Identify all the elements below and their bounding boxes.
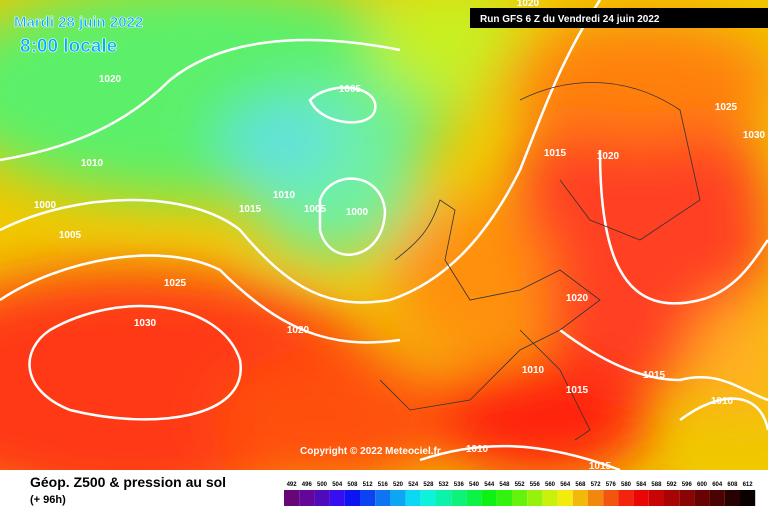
isobar-label: 1000 xyxy=(34,200,57,211)
legend-label: 580 xyxy=(621,482,632,488)
time: 8:00 locale xyxy=(20,36,117,57)
legend-label: 504 xyxy=(332,482,343,488)
legend-swatch xyxy=(375,490,391,506)
legend-label: 492 xyxy=(287,482,298,488)
isobar-label: 1010 xyxy=(81,158,104,169)
isobar-label: 1005 xyxy=(304,204,327,215)
isobars xyxy=(0,0,768,470)
legend-label: 552 xyxy=(515,482,526,488)
legend-swatch xyxy=(664,490,680,506)
legend-swatch xyxy=(284,490,300,506)
legend-label: 572 xyxy=(591,482,602,488)
legend-swatch xyxy=(709,490,725,506)
legend-swatch xyxy=(633,490,649,506)
legend-swatch xyxy=(648,490,664,506)
legend-label: 584 xyxy=(636,482,647,488)
isobar-label: 1010 xyxy=(273,190,296,201)
isobar-label: 1025 xyxy=(715,102,738,113)
legend-label: 520 xyxy=(393,482,404,488)
legend-label: 596 xyxy=(682,482,693,488)
legend-swatch xyxy=(618,490,634,506)
date: Mardi 28 juin 2022 xyxy=(14,14,143,31)
legend-swatch xyxy=(436,490,452,506)
legend-swatch xyxy=(694,490,710,506)
isobar-label: 1010 xyxy=(466,444,489,455)
legend-swatch xyxy=(405,490,421,506)
legend-swatch xyxy=(496,490,512,506)
isobar-label: 1030 xyxy=(743,130,766,141)
legend-label: 496 xyxy=(302,482,313,488)
isobar-label: 1030 xyxy=(134,318,157,329)
legend-swatch xyxy=(451,490,467,506)
legend-label: 540 xyxy=(469,482,480,488)
legend-swatch xyxy=(299,490,315,506)
legend-label: 548 xyxy=(499,482,510,488)
legend-label: 516 xyxy=(378,482,389,488)
isobar-label: 1015 xyxy=(643,370,666,381)
run-info: Run GFS 6 Z du Vendredi 24 juin 2022 xyxy=(480,14,660,25)
legend-swatch xyxy=(314,490,330,506)
isobar-label: 1020 xyxy=(287,325,310,336)
legend-swatch xyxy=(390,490,406,506)
legend-label: 600 xyxy=(697,482,708,488)
legend-swatch xyxy=(329,490,345,506)
isobar-label: 1020 xyxy=(99,74,122,85)
legend-label: 536 xyxy=(454,482,465,488)
legend-label: 560 xyxy=(545,482,556,488)
legend-label: 532 xyxy=(439,482,450,488)
legend-swatch xyxy=(572,490,588,506)
isobar-label: 1015 xyxy=(544,148,567,159)
legend-swatch xyxy=(527,490,543,506)
isobar-label: 1015 xyxy=(589,461,612,472)
legend-label: 512 xyxy=(363,482,374,488)
legend-label: 612 xyxy=(743,482,754,488)
legend-swatch xyxy=(724,490,740,506)
isobar-label: 1020 xyxy=(517,0,540,9)
map-title: Géop. Z500 & pression au sol xyxy=(30,474,226,490)
legend-swatch xyxy=(512,490,528,506)
isobar-label: 1020 xyxy=(597,151,620,162)
legend-swatch xyxy=(740,490,756,506)
legend-label: 604 xyxy=(712,482,723,488)
legend-label: 524 xyxy=(408,482,419,488)
legend-swatch xyxy=(679,490,695,506)
legend-label: 576 xyxy=(606,482,617,488)
legend-label: 564 xyxy=(560,482,571,488)
isobar-label: 1010 xyxy=(522,365,545,376)
legend-swatch xyxy=(344,490,360,506)
legend-label: 568 xyxy=(575,482,586,488)
isobar-label: 1010 xyxy=(711,396,734,407)
legend-swatch xyxy=(466,490,482,506)
legend-label: 528 xyxy=(423,482,434,488)
legend-label: 608 xyxy=(727,482,738,488)
legend-label: 556 xyxy=(530,482,541,488)
legend-swatch xyxy=(588,490,604,506)
legend-swatch xyxy=(481,490,497,506)
legend-label: 508 xyxy=(347,482,358,488)
lead-time: (+ 96h) xyxy=(30,494,66,506)
legend-swatch xyxy=(360,490,376,506)
isobar-label: 1015 xyxy=(566,385,589,396)
legend-swatch xyxy=(420,490,436,506)
legend-label: 500 xyxy=(317,482,328,488)
isobar-label: 1020 xyxy=(566,293,589,304)
isobar-label: 1025 xyxy=(164,278,187,289)
legend-swatch xyxy=(557,490,573,506)
legend-label: 544 xyxy=(484,482,495,488)
legend-label: 588 xyxy=(651,482,662,488)
coastlines xyxy=(379,82,701,441)
legend-label: 592 xyxy=(667,482,678,488)
isobar-label: 1005 xyxy=(59,230,82,241)
legend-swatch xyxy=(603,490,619,506)
copyright: Copyright © 2022 Meteociel.fr xyxy=(300,446,441,457)
isobar-label: 1000 xyxy=(346,207,369,218)
legend-swatch xyxy=(542,490,558,506)
isobar-label: 1005 xyxy=(339,84,362,95)
isobar-label: 1015 xyxy=(239,204,262,215)
